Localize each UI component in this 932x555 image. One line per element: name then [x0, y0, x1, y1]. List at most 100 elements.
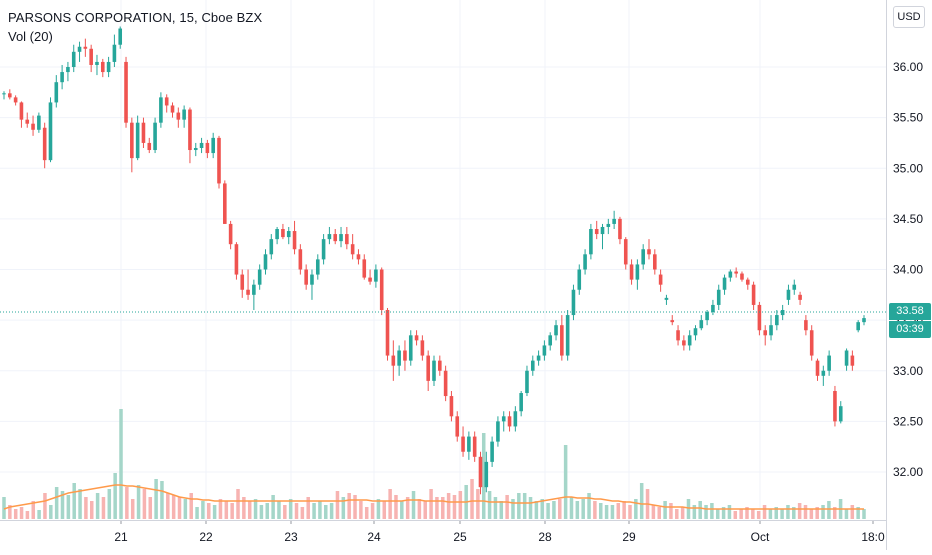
volume-bar — [768, 509, 773, 519]
candle-body — [664, 297, 669, 300]
candle-body — [496, 421, 500, 442]
volume-bar — [411, 491, 416, 519]
candle-body — [798, 294, 802, 300]
candle-body — [286, 231, 291, 238]
candle-body — [589, 229, 593, 255]
volume-bar — [610, 505, 615, 519]
volume-indicator-label[interactable]: Vol (20) — [8, 29, 53, 44]
symbol-title[interactable]: PARSONS CORPORATION, 15, Cboe BZX — [8, 10, 263, 25]
currency-button[interactable]: USD — [893, 6, 925, 28]
candle-body — [501, 416, 506, 422]
volume-bar — [13, 509, 18, 519]
candle-body — [740, 273, 744, 280]
volume-bar — [639, 483, 644, 519]
candle-body — [594, 229, 599, 235]
volume-bar — [166, 493, 170, 519]
volume-bar — [364, 507, 369, 519]
candle-body — [775, 315, 779, 326]
candle-body — [606, 223, 611, 227]
volume-bar — [686, 499, 691, 519]
bar-countdown-label: 03:39 — [889, 321, 931, 338]
candle-body — [292, 231, 297, 250]
volume-bar — [581, 499, 585, 519]
candle-body — [519, 393, 523, 412]
volume-bar — [405, 497, 410, 519]
grid — [0, 0, 886, 520]
volume-bar — [417, 499, 422, 519]
volume-bar — [37, 510, 41, 519]
y-tick-label: 34.00 — [893, 263, 923, 277]
candle-body — [182, 109, 186, 120]
volume-bar — [739, 509, 743, 519]
volume-bar — [277, 501, 281, 519]
candle-body — [455, 416, 460, 437]
volume-bar — [546, 503, 550, 519]
volume-bar — [827, 501, 831, 519]
candle-body — [687, 335, 692, 346]
volume-bar — [125, 487, 129, 519]
volume-bar — [142, 489, 147, 519]
volume-bar — [622, 501, 626, 519]
volume-bar — [756, 511, 761, 519]
volume-bar — [446, 493, 451, 519]
candle-body — [368, 277, 372, 282]
x-tick-label: 25 — [453, 530, 467, 544]
volume-bar — [786, 505, 790, 519]
candle-body — [298, 249, 303, 270]
y-tick-label: 33.00 — [893, 364, 923, 378]
volume-bar — [487, 491, 492, 519]
candle-body — [426, 355, 430, 381]
candle-body — [844, 350, 849, 366]
candle-body — [711, 304, 715, 313]
volume-bar — [247, 501, 252, 519]
candle-body — [443, 370, 448, 397]
candle-body — [862, 318, 866, 323]
volume-ma-polyline — [3, 484, 864, 510]
candle-body — [89, 48, 93, 65]
y-tick-label: 35.00 — [893, 161, 923, 175]
candle-body — [525, 370, 529, 394]
volume-bar — [856, 507, 860, 519]
volume-bar — [66, 495, 71, 519]
volume-bar — [692, 505, 697, 519]
volume-bar — [400, 501, 404, 519]
candle-body — [530, 360, 535, 371]
volume-bar — [563, 445, 568, 519]
candle-body — [815, 360, 820, 376]
candle-body — [403, 350, 407, 361]
volume-bar — [458, 491, 463, 519]
volume-bar — [762, 505, 767, 519]
volume-bar — [528, 497, 533, 519]
candle-body — [658, 274, 663, 285]
volume-bar — [353, 495, 357, 519]
candle-body — [379, 269, 384, 310]
candle-body — [757, 304, 762, 331]
volume-bar — [183, 499, 188, 519]
volume-bar — [90, 501, 94, 519]
candle-body — [461, 436, 465, 452]
candle-body — [653, 254, 657, 270]
volume-bar — [78, 489, 82, 519]
candle-body — [612, 218, 616, 224]
volume-bar — [505, 495, 509, 519]
volume-bar — [171, 495, 176, 519]
candle-body — [83, 46, 88, 49]
candle-body — [833, 391, 837, 422]
candle-body — [211, 137, 215, 154]
x-tick-label: 22 — [199, 530, 213, 544]
candle-body — [66, 67, 70, 73]
candle-body — [571, 289, 576, 316]
candle-body — [13, 97, 18, 103]
volume-bar — [534, 501, 539, 519]
volume-bar — [493, 497, 498, 519]
candle-body — [199, 142, 204, 148]
candle-body — [472, 436, 477, 457]
candle-body — [71, 51, 76, 67]
volume-bar — [680, 507, 685, 519]
volume-bar — [60, 491, 65, 519]
candle-body — [507, 416, 512, 427]
volume-bar — [201, 501, 205, 519]
candle-body — [583, 254, 587, 270]
